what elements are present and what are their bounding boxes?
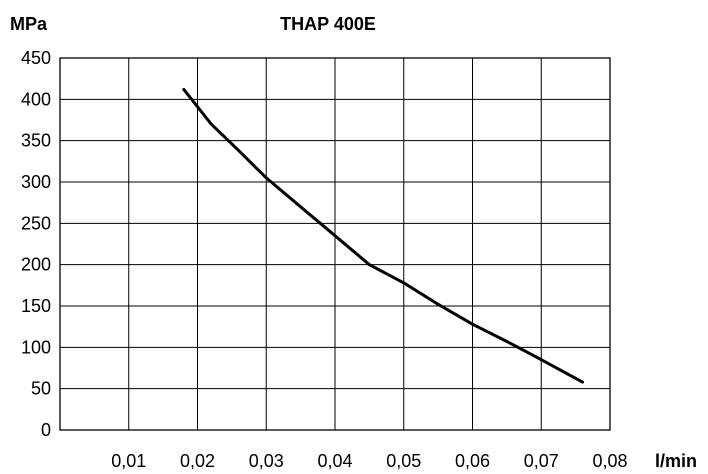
x-tick-label: 0,02 [180,451,215,471]
x-tick-label: 0,07 [524,451,559,471]
chart-title: THAP 400E [280,14,376,34]
x-axis-label: l/min [655,451,697,471]
y-tick-label: 150 [21,296,51,316]
y-tick-label: 300 [21,172,51,192]
x-tick-label: 0,03 [249,451,284,471]
y-tick-labels: 0 50 100 150 200 250 300 350 400 450 [21,48,51,440]
y-axis-label: MPa [10,14,48,34]
y-tick-label: 100 [21,337,51,357]
y-tick-label: 450 [21,48,51,68]
series-layer [182,87,584,384]
y-tick-label: 350 [21,131,51,151]
plot-frame [59,57,611,431]
x-tick-label: 0,04 [317,451,352,471]
grid [60,57,611,431]
x-tick-label: 0,05 [386,451,421,471]
y-tick-label: 0 [41,420,51,440]
x-tick-label: 0,01 [111,451,146,471]
y-tick-label: 250 [21,213,51,233]
series-line [182,87,584,384]
x-tick-label: 0,08 [592,451,627,471]
y-tick-label: 400 [21,89,51,109]
y-tick-label: 50 [31,379,51,399]
y-tick-label: 200 [21,255,51,275]
x-tick-labels: 0,01 0,02 0,03 0,04 0,05 0,06 0,07 0,08 [111,451,627,471]
x-tick-label: 0,06 [455,451,490,471]
